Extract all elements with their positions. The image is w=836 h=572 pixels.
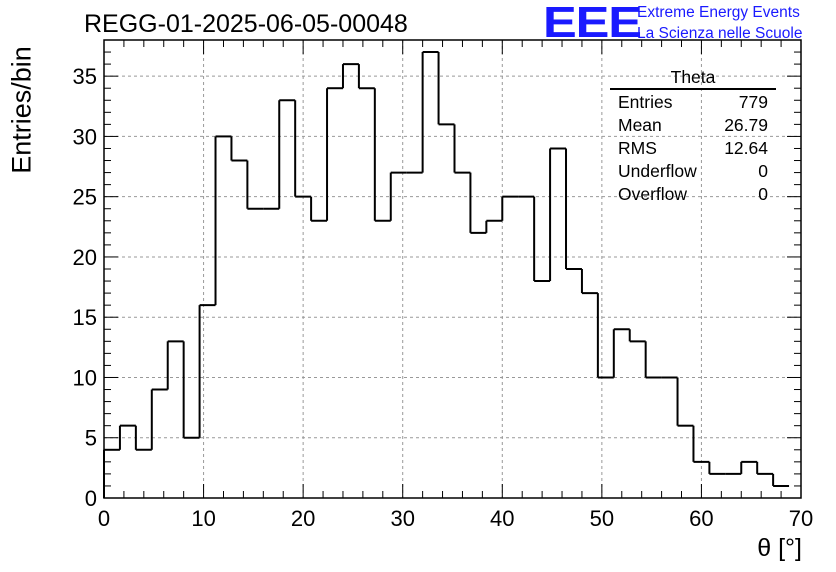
- x-tick-label: 20: [291, 506, 315, 531]
- y-tick-label: 35: [73, 64, 97, 89]
- x-tick-label: 30: [390, 506, 414, 531]
- y-tick-label: 5: [85, 426, 97, 451]
- stats-value: 779: [738, 92, 768, 112]
- y-tick-label: 30: [73, 124, 97, 149]
- logo-caption-line2: La Scienza nelle Scuole: [637, 25, 803, 42]
- stats-label: Entries: [618, 92, 673, 112]
- y-tick-label: 15: [73, 305, 97, 330]
- chart-title: REGG-01-2025-06-05-00048: [84, 10, 408, 38]
- stats-value: 12.64: [724, 138, 768, 158]
- stats-value: 0: [758, 161, 768, 181]
- x-tick-label: 50: [590, 506, 614, 531]
- stats-row-mean: Mean 26.79: [610, 114, 776, 137]
- stats-divider: [610, 88, 776, 90]
- stats-label: Mean: [618, 115, 662, 135]
- x-tick-label: 40: [490, 506, 514, 531]
- y-tick-label: 25: [73, 185, 97, 210]
- logo-caption-line1: Extreme Energy Events: [637, 4, 800, 21]
- stats-label: RMS: [618, 138, 657, 158]
- x-tick-label: 10: [191, 506, 215, 531]
- stats-row-overflow: Overflow 0: [610, 183, 776, 206]
- y-tick-label: 0: [85, 486, 97, 511]
- y-axis-label: Entries/bin: [6, 46, 37, 174]
- stats-title: Theta: [670, 67, 716, 87]
- x-tick-label: 70: [789, 506, 813, 531]
- x-tick-label: 0: [98, 506, 110, 531]
- stats-value: 0: [758, 184, 768, 204]
- stats-row-underflow: Underflow 0: [610, 160, 776, 183]
- y-tick-label: 20: [73, 245, 97, 270]
- stats-label: Overflow: [618, 184, 688, 204]
- stats-value: 26.79: [724, 115, 768, 135]
- stats-box: Theta Entries 779 Mean 26.79 RMS 12.64 U…: [610, 67, 776, 206]
- stats-row-entries: Entries 779: [610, 91, 776, 114]
- stats-row-rms: RMS 12.64: [610, 137, 776, 160]
- stats-label: Underflow: [618, 161, 697, 181]
- x-tick-label: 60: [689, 506, 713, 531]
- logo-caption: Extreme Energy Events La Scienza nelle S…: [637, 2, 802, 44]
- y-tick-label: 10: [73, 365, 97, 390]
- eee-logo: EEE: [543, 0, 642, 47]
- x-axis-label: θ [°]: [757, 534, 802, 562]
